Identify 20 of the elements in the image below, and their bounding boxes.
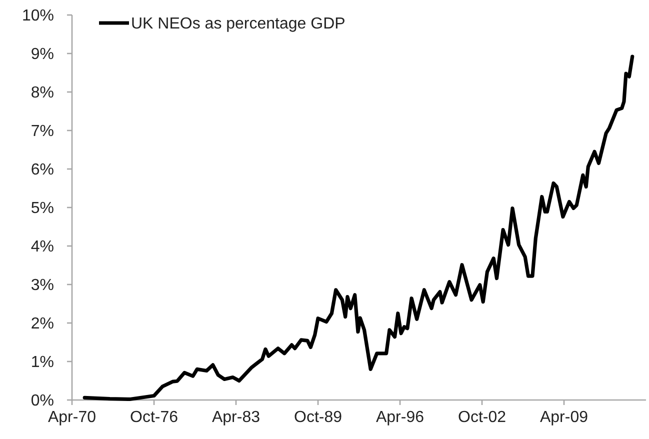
y-tick-label: 1%	[30, 354, 54, 372]
y-tick-label: 0%	[30, 392, 54, 410]
y-tick-label: 3%	[30, 277, 54, 294]
x-tick-label: Apr-09	[540, 409, 588, 426]
y-tick-label: 8%	[30, 84, 54, 102]
y-tick-label: 2%	[30, 316, 54, 333]
y-tick-label: 7%	[30, 123, 54, 140]
x-tick-label: Oct-89	[294, 409, 342, 426]
y-tick-label: 6%	[30, 162, 54, 179]
x-tick-label: Oct-02	[458, 409, 506, 426]
x-tick-label: Oct-76	[130, 409, 178, 426]
y-tick-label: 9%	[30, 46, 54, 64]
y-tick-label: 5%	[30, 200, 54, 218]
y-tick-label: 10%	[22, 8, 54, 25]
line-series	[82, 54, 634, 402]
x-tick-label: Apr-96	[376, 409, 424, 426]
x-tick-label: Apr-70	[48, 409, 96, 426]
y-tick-label: 4%	[30, 238, 54, 256]
x-tick-label: Apr-83	[212, 409, 260, 426]
legend-label: UK NEOs as percentage GDP	[131, 16, 346, 33]
